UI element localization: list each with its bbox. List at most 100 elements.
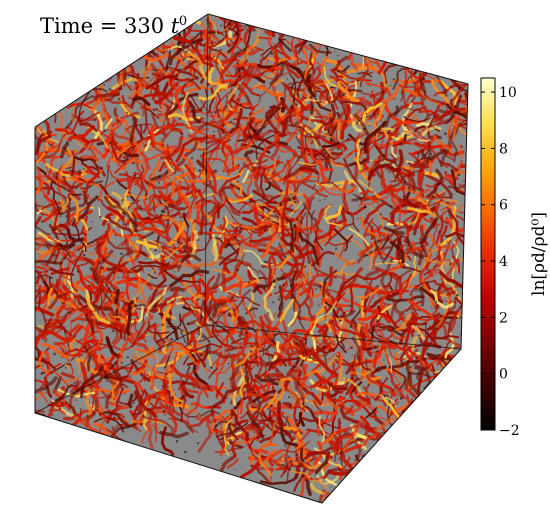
density-filament	[78, 95, 94, 123]
density-speck	[396, 127, 399, 130]
density-speck	[376, 447, 379, 450]
density-speck	[121, 211, 125, 214]
density-filament	[205, 231, 244, 238]
density-speck	[227, 362, 230, 365]
density-filament	[286, 94, 299, 126]
density-filament	[180, 253, 202, 264]
density-speck	[212, 55, 215, 58]
density-speck	[118, 87, 122, 91]
density-filament	[144, 140, 151, 152]
density-filament	[108, 353, 114, 376]
density-speck	[165, 171, 167, 173]
density-filament	[419, 403, 433, 436]
density-speck	[382, 159, 385, 161]
density-speck	[372, 26, 375, 29]
density-filament	[185, 126, 216, 138]
density-speck	[170, 337, 173, 341]
density-filament	[197, 430, 212, 453]
density-filament	[276, 417, 289, 436]
density-filament	[141, 78, 166, 97]
density-speck	[162, 210, 166, 214]
density-filament	[383, 272, 393, 288]
density-speck	[457, 384, 459, 386]
density-filament	[422, 353, 444, 368]
density-filament	[435, 214, 444, 245]
density-speck	[432, 298, 436, 301]
density-filament	[304, 446, 333, 460]
density-filament	[293, 397, 299, 427]
density-filament	[79, 121, 98, 132]
density-speck	[248, 200, 252, 203]
density-speck	[60, 442, 63, 444]
density-filament	[437, 224, 448, 261]
density-speck	[294, 292, 297, 295]
density-speck	[435, 411, 439, 414]
density-speck	[389, 447, 392, 450]
density-filament	[232, 376, 245, 407]
density-filament	[145, 285, 173, 309]
density-speck	[72, 448, 74, 450]
density-filament	[365, 374, 396, 398]
density-speck	[158, 251, 161, 253]
density-speck	[394, 48, 397, 52]
density-speck	[309, 356, 312, 360]
density-filament	[182, 408, 202, 420]
density-filament	[36, 134, 52, 153]
density-filament	[325, 83, 334, 100]
density-filament	[60, 142, 70, 159]
density-filament	[39, 350, 49, 369]
density-speck	[126, 356, 129, 359]
density-speck	[454, 479, 457, 481]
density-filament	[136, 398, 146, 410]
density-filament	[451, 235, 468, 266]
density-speck	[423, 235, 425, 237]
density-speck	[185, 303, 188, 305]
density-speck	[376, 369, 379, 371]
density-speck	[376, 284, 379, 288]
density-filament	[57, 165, 63, 194]
density-filament	[465, 333, 468, 342]
density-filament	[441, 176, 454, 186]
density-speck	[250, 429, 253, 432]
density-filament	[186, 375, 209, 399]
density-filament	[283, 368, 303, 392]
density-filament	[181, 69, 196, 95]
density-speck	[117, 496, 120, 500]
density-filament	[200, 209, 222, 235]
density-filament	[35, 185, 39, 206]
density-speck	[75, 289, 78, 291]
density-filament	[427, 115, 440, 139]
density-filament	[329, 186, 356, 194]
density-filament	[339, 309, 356, 318]
density-filament	[57, 251, 71, 288]
density-filament	[292, 116, 304, 127]
density-speck	[438, 160, 442, 163]
density-filament	[44, 376, 58, 388]
density-filament	[293, 226, 324, 233]
density-speck	[162, 409, 166, 413]
density-speck	[255, 67, 258, 70]
density-speck	[107, 150, 109, 153]
colorbar-label: ln[ρd/ρd⁰]	[529, 212, 549, 296]
density-speck	[195, 469, 198, 472]
density-filament	[299, 273, 328, 297]
density-filament	[134, 156, 156, 190]
density-speck	[349, 325, 353, 328]
density-filament	[316, 218, 348, 246]
density-speck	[382, 260, 385, 264]
density-filament	[178, 137, 203, 144]
density-filament	[180, 52, 195, 61]
density-speck	[270, 437, 272, 439]
density-filament	[339, 405, 359, 424]
density-filament	[246, 402, 267, 426]
density-speck	[387, 418, 389, 421]
density-filament	[403, 116, 431, 123]
density-speck	[82, 168, 86, 171]
density-filament	[172, 36, 193, 44]
density-filament	[280, 426, 298, 447]
density-filament	[435, 107, 467, 122]
density-speck	[354, 459, 356, 462]
density-filament	[388, 357, 393, 373]
density-filament	[35, 191, 39, 212]
density-filament	[304, 336, 331, 361]
